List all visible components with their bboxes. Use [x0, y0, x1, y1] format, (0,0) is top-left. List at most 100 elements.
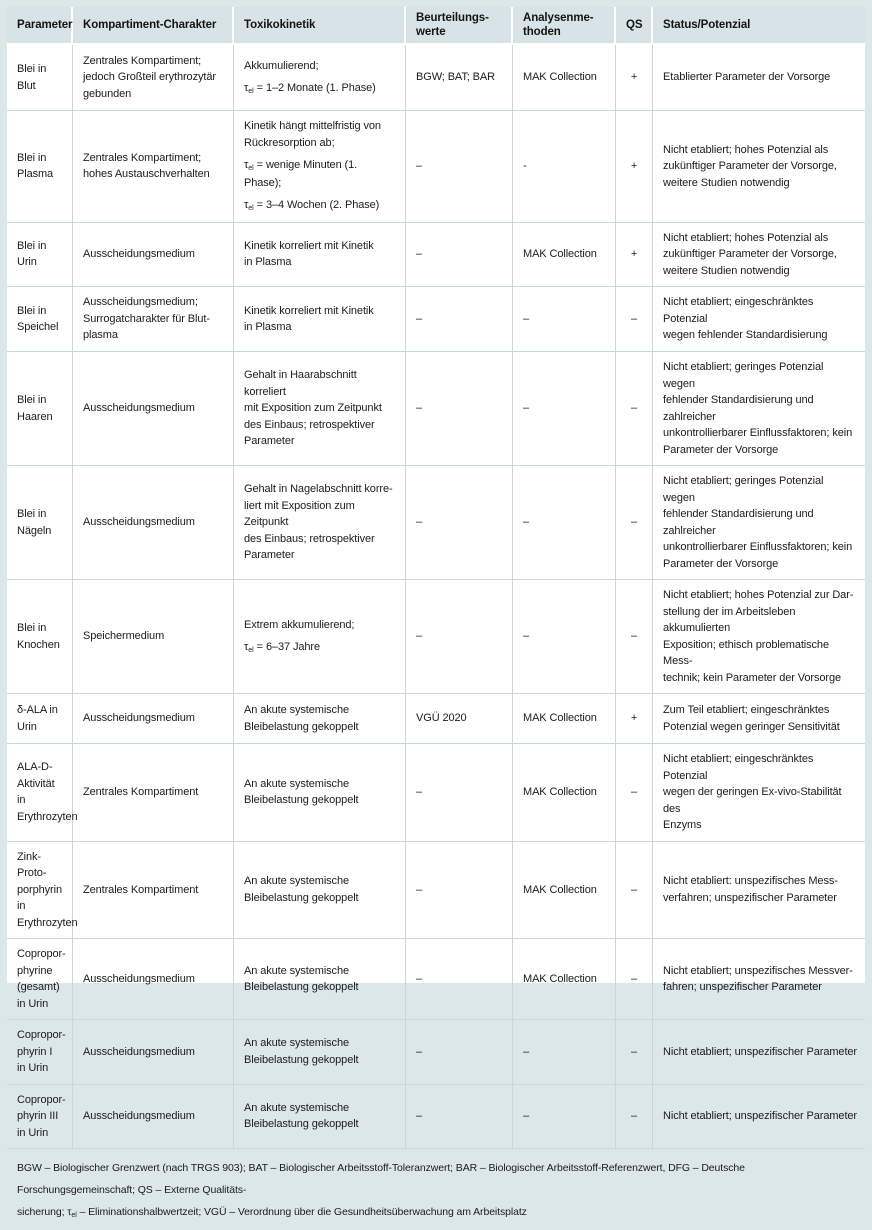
cell-kompartiment: Ausscheidungsmedium: [73, 352, 234, 465]
cell-qs: +: [616, 222, 653, 286]
cell-toxikokinetik: Kinetik korreliert mit Kinetik in Plasma: [234, 222, 406, 286]
cell-parameter: δ-ALA in Urin: [7, 694, 73, 743]
cell-parameter: Blei in Plasma: [7, 111, 73, 222]
cell-qs: +: [616, 694, 653, 743]
cell-parameter: Blei in Knochen: [7, 580, 73, 693]
cell-beurteilungswerte: –: [406, 287, 513, 351]
cell-status: Nicht etabliert; unspezifischer Paramete…: [663, 1110, 857, 1122]
cell-qs: +: [616, 45, 653, 110]
header-cell-analysenmethoden: Analysenme-thoden: [513, 7, 616, 43]
cell-analysenmethoden: –: [513, 287, 616, 351]
table-row: Blei in Urin Ausscheidungsmedium Kinetik k…: [7, 221, 865, 286]
cell-toxikokinetik: An akute systemische Bleibelastung gekopp…: [234, 939, 406, 1019]
table-row: Copropor-phyrine (gesamt) in Urin Ausscheid…: [7, 938, 865, 1019]
cell-kompartiment: Speichermedium: [73, 580, 234, 693]
header-cell-toxikokinetik: Toxikokinetik: [234, 7, 406, 43]
table-row: Blei in Nägeln Ausscheidungsmedium Gehalt i…: [7, 465, 865, 579]
cell-beurteilungswerte: –: [406, 111, 513, 222]
cell-analysenmethoden: –: [513, 1020, 616, 1084]
cell-toxikokinetik: Kinetik korreliert mit Kinetik in Plasma: [234, 287, 406, 351]
cell-parameter: Copropor-phyrine (gesamt) in Urin: [7, 939, 73, 1019]
cell-beurteilungswerte: –: [406, 580, 513, 693]
cell-analysenmethoden: –: [513, 352, 616, 465]
cell-analysenmethoden: –: [513, 1084, 616, 1148]
table-row: Blei in Haaren Ausscheidungsmedium Gehalt i…: [7, 351, 865, 465]
header-cell-qs: QS: [616, 7, 653, 43]
cell-toxikokinetik: Extrem akkumulierend; τel = 6–37 Jahre: [234, 580, 406, 693]
table-row: Blei in Plasma Zentrales Kompartiment; hohe…: [7, 110, 865, 222]
cell-toxikokinetik: An akute systemische Bleibelastung gekopp…: [234, 1020, 406, 1084]
cell-analysenmethoden: -: [513, 111, 616, 222]
header-cell-kompartiment: Kompartiment-Charakter: [73, 7, 234, 43]
cell-qs: +: [616, 111, 653, 222]
cell-kompartiment: Zentrales Kompartiment; jedoch Großteil e…: [73, 45, 234, 110]
cell-status: Nicht etabliert; geringes Potenzial wege…: [663, 361, 853, 456]
cell-analysenmethoden: MAK Collection: [513, 45, 616, 110]
cell-analysenmethoden: –: [513, 466, 616, 579]
cell-qs: –: [616, 939, 653, 1019]
table-footnote: BGW – Biologischer Grenzwert (nach TRGS …: [7, 1148, 865, 1230]
cell-kompartiment: Ausscheidungsmedium; Surrogatcharakter fü…: [73, 287, 234, 351]
cell-parameter: Blei in Speichel: [7, 287, 73, 351]
cell-kompartiment: Ausscheidungsmedium: [73, 1084, 234, 1148]
cell-kompartiment: Zentrales Kompartiment; hohes Austauschve…: [73, 111, 234, 222]
cell-toxikokinetik: Kinetik hängt mittelfristig von Rückresor…: [234, 111, 406, 222]
cell-beurteilungswerte: –: [406, 352, 513, 465]
table-row: Zink-Proto-porphyrin in Erythrozyten Zentr…: [7, 840, 865, 938]
header-cell-status: Status/Potenzial: [663, 18, 751, 31]
table-row: ALA-D- Aktivität in Erythrozyten Zentrales …: [7, 743, 865, 841]
cell-qs: –: [616, 287, 653, 351]
cell-toxikokinetik: An akute systemische Bleibelastung gekopp…: [234, 841, 406, 938]
cell-qs: –: [616, 466, 653, 579]
cell-analysenmethoden: MAK Collection: [513, 744, 616, 841]
cell-beurteilungswerte: –: [406, 744, 513, 841]
cell-analysenmethoden: –: [513, 580, 616, 693]
table-row: Blei in Blut Zentrales Kompartiment; jedoc…: [7, 45, 865, 110]
cell-qs: –: [616, 580, 653, 693]
cell-parameter: Blei in Urin: [7, 222, 73, 286]
cell-status: Nicht etabliert; hohes Potenzial als zukü…: [663, 231, 837, 277]
cell-kompartiment: Ausscheidungsmedium: [73, 694, 234, 743]
cell-qs: –: [616, 1020, 653, 1084]
cell-status: Nicht etabliert; unspezifischer Paramete…: [663, 1045, 857, 1058]
cell-beurteilungswerte: –: [406, 939, 513, 1019]
cell-kompartiment: Zentrales Kompartiment: [73, 841, 234, 938]
cell-kompartiment: Ausscheidungsmedium: [73, 1020, 234, 1084]
cell-beurteilungswerte: VGÜ 2020: [406, 694, 513, 743]
cell-toxikokinetik: Gehalt in Haarabschnitt korreliert mit Ex…: [234, 352, 406, 465]
header-cell-beurteilungswerte: Beurteilungs-werte: [406, 7, 513, 43]
cell-beurteilungswerte: BGW; BAT; BAR: [406, 45, 513, 110]
cell-parameter: Blei in Blut: [7, 45, 73, 110]
cell-toxikokinetik: An akute systemische Bleibelastung gekopp…: [234, 1084, 406, 1148]
cell-toxikokinetik: An akute systemische Bleibelastung gekopp…: [234, 694, 406, 743]
cell-status: Nicht etabliert; eingeschränktes Potenzi…: [663, 296, 828, 342]
table-row: Blei in Speichel Ausscheidungsmedium; Surro…: [7, 286, 865, 351]
cell-status: Nicht etabliert; hohes Potenzial als zukü…: [663, 143, 837, 189]
parameter-table: Parameter Kompartiment-Charakter Toxikokin…: [7, 7, 865, 1219]
cell-qs: –: [616, 744, 653, 841]
cell-qs: –: [616, 841, 653, 938]
cell-parameter: Blei in Nägeln: [7, 466, 73, 579]
cell-beurteilungswerte: –: [406, 466, 513, 579]
cell-status: Etablierter Parameter der Vorsorge: [663, 71, 831, 84]
header-cell-parameter: Parameter: [7, 7, 73, 43]
cell-analysenmethoden: MAK Collection: [513, 939, 616, 1019]
cell-parameter: Blei in Haaren: [7, 352, 73, 465]
cell-kompartiment: Zentrales Kompartiment: [73, 744, 234, 841]
cell-status: Zum Teil etabliert; eingeschränktes Poten…: [663, 704, 840, 733]
cell-status: Nicht etabliert; hohes Potenzial zur Dar…: [663, 589, 854, 684]
cell-toxikokinetik: An akute systemische Bleibelastung gekopp…: [234, 744, 406, 841]
cell-status: Nicht etabliert; geringes Potenzial wege…: [663, 475, 853, 570]
cell-kompartiment: Ausscheidungsmedium: [73, 222, 234, 286]
cell-kompartiment: Ausscheidungsmedium: [73, 939, 234, 1019]
cell-status: Nicht etabliert; eingeschränktes Potenzi…: [663, 753, 842, 831]
cell-analysenmethoden: MAK Collection: [513, 222, 616, 286]
cell-status: Nicht etabliert: unspezifisches Mess-ver…: [663, 875, 838, 904]
cell-kompartiment: Ausscheidungsmedium: [73, 466, 234, 579]
cell-parameter: ALA-D- Aktivität in Erythrozyten: [7, 744, 78, 841]
cell-beurteilungswerte: –: [406, 841, 513, 938]
cell-parameter: Copropor-phyrin III in Urin: [7, 1084, 73, 1148]
table-row: Copropor-phyrin III in Urin Ausscheidungsm…: [7, 1083, 865, 1148]
